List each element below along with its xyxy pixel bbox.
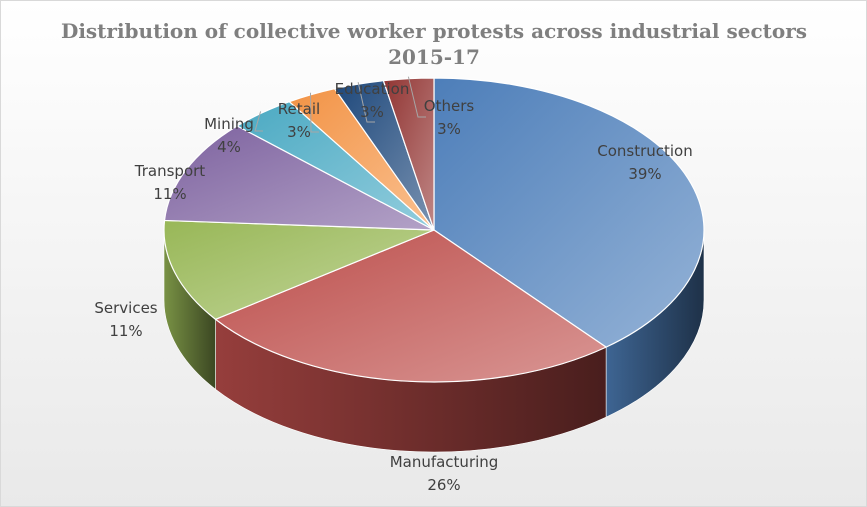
slice-label-construction: Construction [597,142,693,160]
pie-slice-services [163,219,435,321]
pie-slices [163,77,705,383]
slice-value-transport: 11% [153,185,186,203]
slice-value-construction: 39% [628,165,661,183]
slice-label-mining: Mining [204,115,254,133]
slice-value-retail: 3% [287,123,311,141]
slice-value-services: 11% [109,322,142,340]
chart-title: Distribution of collective worker protes… [61,19,807,43]
slice-value-others: 3% [437,120,461,138]
pie-slice-construction [433,77,705,348]
slice-label-manufacturing: Manufacturing [390,453,499,471]
chart-subtitle: 2015-17 [388,45,480,69]
slice-labels: Construction 39% Manufacturing 26% Services 1… [94,80,692,494]
leader-line-mining [254,111,263,132]
pie-slice-transport [163,125,435,231]
slice-label-education: Education [335,80,410,98]
slice-label-transport: Transport [134,162,206,180]
leader-line-retail [310,92,319,133]
slice-label-retail: Retail [278,100,320,118]
pie-slice-manufacturing [214,229,608,383]
slice-label-services: Services [94,299,157,317]
slice-label-others: Others [424,97,475,115]
slice-value-manufacturing: 26% [427,476,460,494]
slice-value-mining: 4% [217,138,241,156]
leader-lines [254,76,426,133]
slice-value-education: 3% [360,103,384,121]
leader-line-education [357,82,375,123]
leader-line-others [407,76,426,118]
